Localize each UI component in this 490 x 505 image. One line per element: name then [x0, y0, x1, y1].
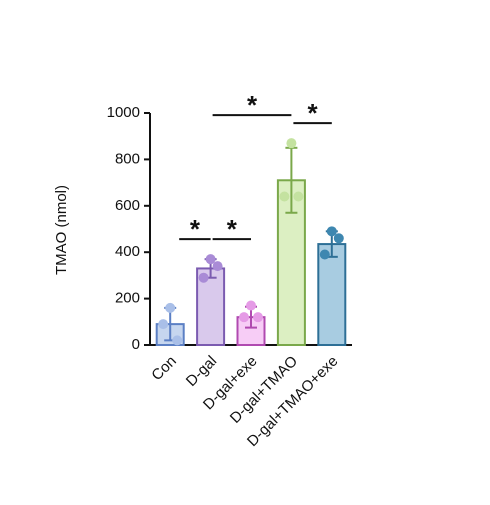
data-point — [333, 233, 344, 244]
y-axis-label: TMAO (nmol) — [53, 185, 70, 275]
data-point — [326, 226, 337, 237]
x-tick-label: D-gal — [183, 353, 220, 390]
data-point — [165, 302, 176, 313]
bar — [317, 243, 347, 346]
y-tick-label: 400 — [115, 243, 140, 260]
significance-label: * — [308, 98, 319, 128]
data-point — [158, 319, 169, 330]
x-tick-label: Con — [148, 353, 179, 384]
data-point — [279, 191, 290, 202]
data-point — [205, 254, 216, 265]
significance-label: * — [247, 90, 258, 120]
data-point — [212, 261, 223, 272]
y-tick-label: 600 — [115, 197, 140, 214]
data-point — [172, 335, 183, 346]
data-point — [293, 191, 304, 202]
y-tick-label: 1000 — [107, 104, 140, 121]
y-tick-label: 800 — [115, 150, 140, 167]
data-point — [286, 138, 297, 149]
data-point — [319, 249, 330, 260]
significance-label: * — [190, 214, 201, 244]
significance-label: * — [227, 214, 238, 244]
data-point — [198, 272, 209, 283]
data-point — [253, 312, 263, 323]
bar — [196, 267, 226, 346]
y-tick-label: 200 — [115, 290, 140, 307]
y-tick-label: 0 — [132, 336, 140, 353]
data-point — [239, 312, 249, 323]
data-point — [246, 300, 256, 311]
